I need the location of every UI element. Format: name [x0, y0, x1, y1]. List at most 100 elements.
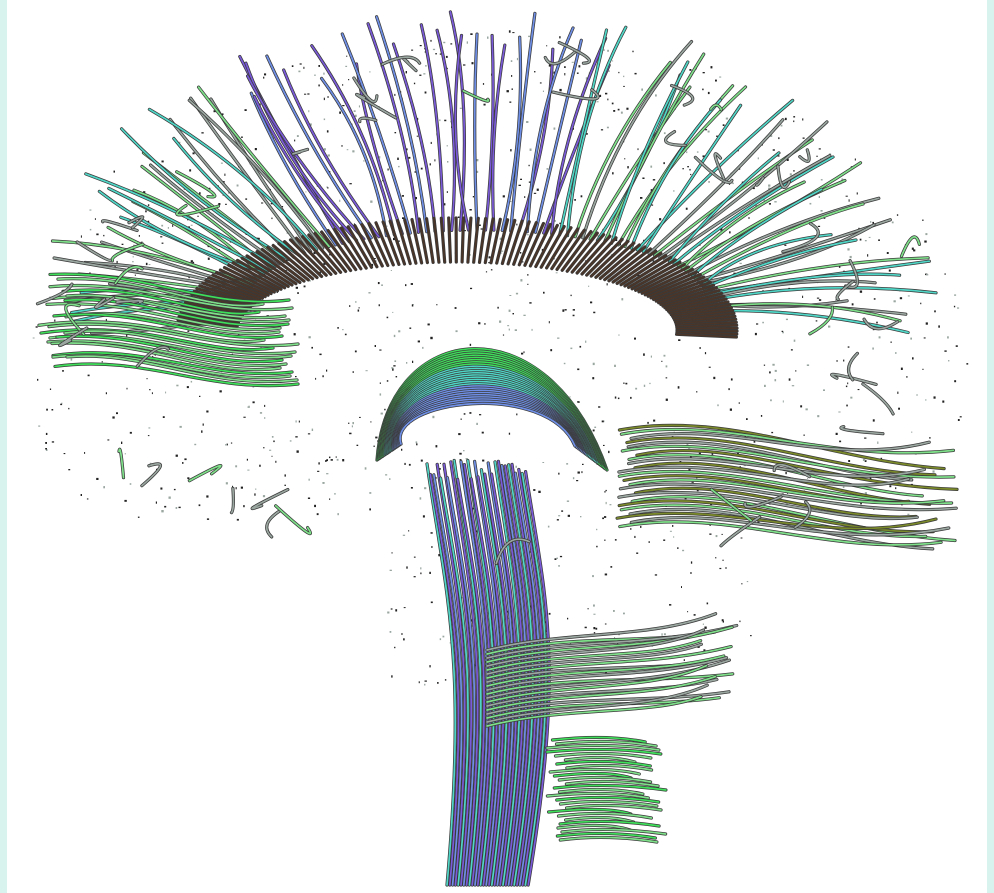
speckle-dot: [702, 155, 705, 158]
peduncle-fiber: [486, 643, 703, 675]
speckle-dot: [149, 462, 152, 464]
speckle-dot: [527, 283, 529, 285]
speckle-dot: [330, 459, 333, 461]
callosum-fiber: [671, 306, 733, 318]
peduncle-fiber: [486, 639, 702, 671]
radiating-fiber: [706, 286, 937, 302]
cortical-wisp: [188, 464, 222, 482]
callosum-fiber: [389, 220, 406, 265]
speckle-dot: [677, 386, 680, 389]
brainstem-fiber: [463, 463, 492, 886]
speckle-dot: [757, 157, 759, 160]
radiating-fiber: [694, 203, 864, 279]
speckle-dot: [224, 173, 226, 176]
speckle-dot: [151, 392, 153, 395]
speckle-dot: [309, 123, 312, 126]
speckle-dot: [802, 118, 804, 121]
speckle-dot: [793, 170, 795, 172]
speckle-dot: [708, 181, 710, 183]
speckle-dot: [561, 510, 564, 512]
speckle-dot: [897, 391, 899, 394]
speckle-dot: [403, 638, 405, 641]
brainstem-fiber: [497, 460, 524, 886]
speckle-dot: [719, 76, 722, 78]
speckle-dot: [710, 66, 713, 69]
speckle-dot: [241, 136, 243, 138]
speckle-dot: [308, 336, 311, 339]
speckle-dot: [590, 301, 593, 304]
speckle-dot: [295, 436, 298, 438]
speckle-dot: [463, 230, 466, 232]
speckle-dot: [363, 160, 365, 162]
speckle-dot: [650, 189, 653, 192]
speckle-dot: [408, 530, 410, 532]
brainstem-fiber: [477, 476, 505, 886]
occipital-fiber: [630, 432, 931, 451]
radiating-fiber: [703, 256, 929, 292]
speckle-dot: [610, 566, 613, 568]
speckle-dot: [518, 184, 521, 186]
speckle-dot: [663, 633, 666, 636]
speckle-dot: [206, 495, 209, 498]
speckle-dot: [354, 114, 357, 117]
speckle-dot: [655, 94, 657, 97]
callosum-fiber: [208, 276, 264, 300]
callosum-fiber: [375, 221, 395, 266]
callosum-fiber: [624, 256, 672, 287]
speckle-dot: [221, 113, 224, 116]
speckle-dot: [806, 364, 810, 366]
speckle-dot: [354, 350, 357, 353]
speckle-dot: [542, 90, 544, 92]
radiating-fiber: [375, 15, 428, 233]
speckle-dot: [245, 198, 248, 200]
speckle-dot: [419, 45, 422, 47]
speckle-dot: [553, 71, 555, 74]
speckle-dot: [463, 450, 465, 452]
speckle-dot: [722, 559, 724, 561]
speckle-dot: [800, 405, 803, 408]
fiber-bundles: [35, 10, 959, 887]
callosum-fiber: [550, 228, 579, 270]
speckle-dot: [771, 431, 774, 434]
speckle-dot: [782, 331, 784, 334]
speckle-dot: [429, 571, 431, 574]
cerebellar-fiber: [555, 796, 660, 803]
speckle-dot: [528, 35, 531, 38]
speckle-dot: [395, 609, 398, 612]
speckle-dot: [859, 290, 863, 293]
speckle-dot: [60, 403, 63, 406]
speckle-dot: [68, 469, 71, 471]
occipital-fiber: [626, 437, 936, 476]
radiating-fiber: [566, 26, 627, 237]
speckle-dot: [533, 489, 536, 491]
callosum-fiber: [585, 238, 623, 276]
speckle-dot: [606, 126, 609, 129]
speckle-dot: [891, 221, 894, 224]
speckle-dot: [672, 525, 674, 527]
speckle-dot: [508, 30, 511, 33]
speckle-dot: [497, 306, 499, 309]
speckle-dot: [584, 626, 587, 629]
peduncle-fiber: [486, 612, 717, 651]
speckle-dot: [911, 247, 914, 250]
speckle-dot: [439, 638, 442, 641]
occipital-fiber: [630, 516, 950, 536]
radiating-fiber: [558, 29, 608, 236]
cerebellar-fiber: [559, 836, 658, 843]
callosum-fiber: [320, 231, 352, 272]
callosum-fiber: [675, 333, 738, 338]
frontal-fiber: [52, 351, 293, 375]
speckle-dot: [673, 190, 675, 192]
speckle-dot: [555, 272, 558, 274]
speckle-dot: [254, 493, 256, 496]
speckle-dot: [608, 450, 610, 454]
callosum-fiber: [675, 324, 738, 328]
frontal-fiber: [66, 355, 298, 383]
cortical-wisp: [462, 90, 490, 102]
speckle-dot: [420, 167, 423, 170]
radiating-fiber: [668, 152, 780, 263]
brainstem-fiber: [517, 468, 544, 886]
speckle-dot: [336, 458, 339, 461]
speckle-dot: [471, 62, 474, 65]
speckle-dot: [816, 155, 818, 157]
